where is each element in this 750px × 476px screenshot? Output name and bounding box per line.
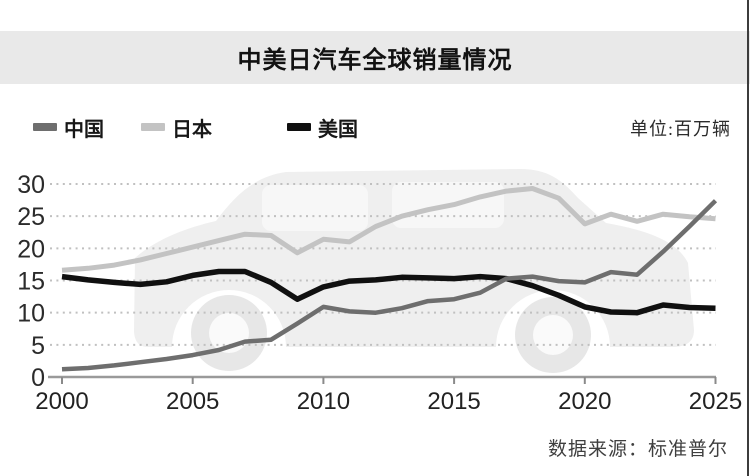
y-axis-label-15: 15 bbox=[17, 268, 45, 296]
series-line-美国 bbox=[61, 268, 716, 316]
series-line-中国 bbox=[61, 199, 718, 372]
car-watermark bbox=[134, 169, 694, 373]
x-axis-label-2005: 2005 bbox=[166, 388, 219, 415]
japan-series-swatch bbox=[141, 123, 165, 131]
y-axis-label-5: 5 bbox=[31, 332, 45, 360]
series-line-日本 bbox=[61, 186, 716, 273]
chart-title: 中美日汽车全球销量情况 bbox=[237, 47, 513, 74]
legend-item-japan: 日本 bbox=[141, 113, 212, 141]
right-border-line bbox=[747, 0, 749, 476]
x-axis-label-2020: 2020 bbox=[558, 388, 611, 415]
legend-item-china: 中国 bbox=[33, 113, 104, 141]
japan-series-label: 日本 bbox=[172, 118, 212, 141]
y-axis-label-20: 20 bbox=[17, 235, 45, 263]
usa-series-label: 美国 bbox=[318, 118, 358, 141]
unit-label: 单位:百万辆 bbox=[629, 119, 731, 139]
y-axis-label-30: 30 bbox=[17, 171, 45, 199]
usa-series-swatch bbox=[287, 123, 311, 131]
y-axis-label-0: 0 bbox=[31, 364, 45, 392]
legend-item-usa: 美国 bbox=[287, 113, 358, 141]
y-axis-label-25: 25 bbox=[17, 203, 45, 231]
x-axis-label-2015: 2015 bbox=[427, 388, 480, 415]
x-axis-label-2000: 2000 bbox=[35, 388, 88, 415]
china-series-label: 中国 bbox=[64, 118, 104, 141]
x-axis-label-2025: 2025 bbox=[689, 388, 742, 415]
x-axis-label-2010: 2010 bbox=[297, 388, 350, 415]
china-series-swatch bbox=[33, 123, 57, 131]
source-label: 数据来源：标准普尔 bbox=[547, 439, 728, 460]
y-axis-label-10: 10 bbox=[17, 300, 45, 328]
chart-title-band: 中美日汽车全球销量情况 bbox=[0, 31, 750, 84]
